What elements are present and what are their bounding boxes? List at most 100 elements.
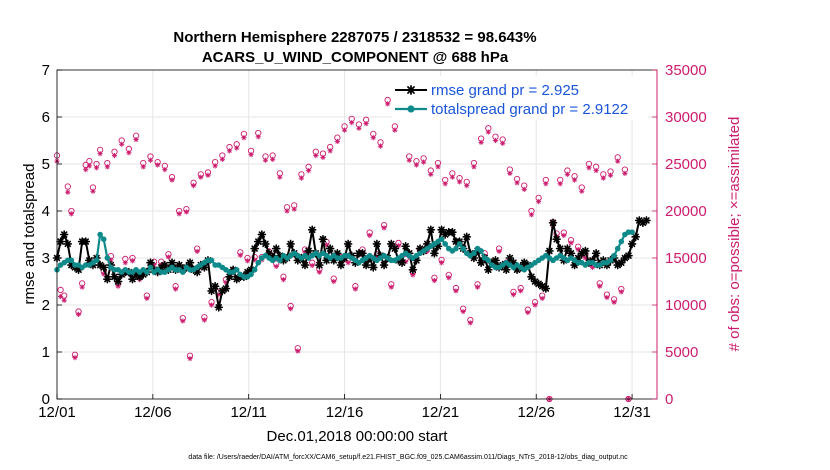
obs-assimilated-point: [334, 138, 340, 145]
rmse-point: [113, 277, 123, 286]
obs-assimilated-point: [61, 297, 67, 303]
rmse-point: [426, 225, 436, 235]
obs-assimilated-point: [568, 240, 574, 246]
y-left-tick-label: 5: [42, 156, 50, 173]
rmse-point: [379, 260, 389, 270]
obs-assimilated-point: [442, 181, 448, 187]
legend: rmse grand pr = 2.925 totalspread grand …: [392, 76, 648, 120]
spread-point: [208, 257, 215, 264]
chart-title-line2: ACARS_U_WIND_COMPONENT @ 688 hPa: [202, 49, 509, 66]
obs-assimilated-point: [86, 163, 92, 169]
obs-assimilated-point: [313, 152, 319, 159]
spread-point: [618, 238, 625, 245]
obs-assimilated-point: [381, 225, 387, 231]
rmse-point: [304, 246, 313, 256]
obs-assimilated-point: [622, 170, 628, 176]
rmse-point: [476, 258, 486, 268]
y-axis-right: 0 5000 10000 15000 20000 25000 30000 35000: [652, 62, 707, 408]
obs-assimilated-point: [288, 306, 294, 312]
obs-assimilated-point: [219, 156, 225, 162]
x-tick-label: 12/11: [230, 404, 266, 421]
obs-assimilated-point: [464, 183, 470, 189]
obs-assimilated-point: [604, 294, 610, 301]
legend-box: [392, 76, 648, 120]
spread-point: [607, 257, 614, 264]
spread-point: [485, 257, 492, 264]
obs-assimilated-point: [363, 120, 369, 127]
obs-assimilated-point: [129, 258, 136, 264]
obs-assimilated-point: [57, 293, 64, 300]
obs-assimilated-point: [255, 134, 261, 140]
spread-point: [144, 269, 150, 275]
obs-assimilated-point: [536, 199, 542, 205]
rmse-point: [552, 234, 561, 244]
obs-assimilated-point: [367, 232, 373, 239]
y-axis-left-label: rmse and totalspread: [21, 164, 38, 305]
spread-point: [453, 245, 459, 252]
rmse-point: [591, 249, 601, 258]
rmse-point: [286, 239, 295, 249]
obs-assimilated-point: [162, 167, 168, 173]
rmse-point: [250, 244, 259, 253]
obs-assimilated-point: [72, 355, 78, 361]
obs-assimilated-point: [277, 174, 283, 180]
spread-point: [68, 257, 75, 264]
obs-possible-point: [61, 292, 68, 299]
rmse-point: [491, 256, 500, 265]
obs-assimilated-point: [226, 148, 233, 154]
rmse-point: [343, 239, 353, 249]
spread-point: [179, 269, 186, 275]
obs-assimilated-point: [291, 206, 297, 212]
spread-point: [614, 245, 621, 252]
obs-assimilated-point: [507, 170, 513, 176]
rmse-point: [56, 237, 65, 246]
obs-assimilated-point: [370, 135, 376, 141]
obs-possible-point: [64, 183, 71, 190]
spread-point: [233, 266, 240, 273]
obs-assimilated-point: [428, 171, 434, 177]
obs-assimilated-point: [564, 171, 570, 177]
y-axis-right-label: # of obs: o=possible; ×=assimilated: [726, 117, 743, 352]
x-tick-label: 12/01: [38, 404, 76, 421]
obs-assimilated-point: [607, 172, 614, 178]
obs-assimilated-point: [241, 135, 247, 141]
spread-point: [100, 236, 107, 242]
spread-point: [460, 245, 466, 252]
obs-assimilated-point: [122, 260, 128, 266]
y-right-tick-label: 25000: [665, 156, 707, 173]
obs-assimilated-point: [68, 211, 74, 217]
spread-point: [147, 264, 154, 271]
obs-assimilated-point: [248, 152, 254, 158]
obs-assimilated-point: [356, 125, 362, 131]
x-tick-label: 12/06: [134, 404, 172, 421]
y-left-tick-label: 2: [42, 297, 50, 314]
rmse-point: [541, 284, 551, 293]
obs-assimilated-point: [320, 154, 326, 161]
rmse-line: [56, 218, 648, 308]
rmse-point: [185, 258, 195, 268]
spread-point: [251, 266, 258, 273]
obs-assimilated-point: [190, 183, 197, 189]
rmse-point: [325, 244, 335, 253]
y-left-tick-label: 4: [42, 203, 50, 220]
obs-assimilated-point: [79, 284, 85, 290]
rmse-point: [271, 244, 281, 253]
obs-assimilated-point: [600, 175, 606, 181]
rmse-point: [99, 263, 109, 272]
spread-point: [438, 236, 445, 242]
obs-assimilated-point: [75, 311, 82, 317]
rmse-point: [616, 258, 626, 268]
rmse-point: [261, 239, 270, 249]
legend-spread-label: totalspread grand pr = 2.9122: [431, 101, 628, 118]
obs-assimilated-point: [169, 177, 175, 183]
spread-point: [456, 241, 463, 247]
obs-assimilated-point: [521, 186, 527, 192]
obs-assimilated-point: [273, 263, 279, 270]
obs-assimilated-point: [327, 148, 333, 154]
rmse-point: [214, 303, 224, 312]
obs-assimilated-point: [528, 212, 535, 218]
y-right-tick-label: 10000: [665, 297, 707, 314]
obs-assimilated-point: [244, 258, 251, 264]
rmse-point: [401, 241, 410, 251]
rmse-point: [372, 239, 382, 249]
